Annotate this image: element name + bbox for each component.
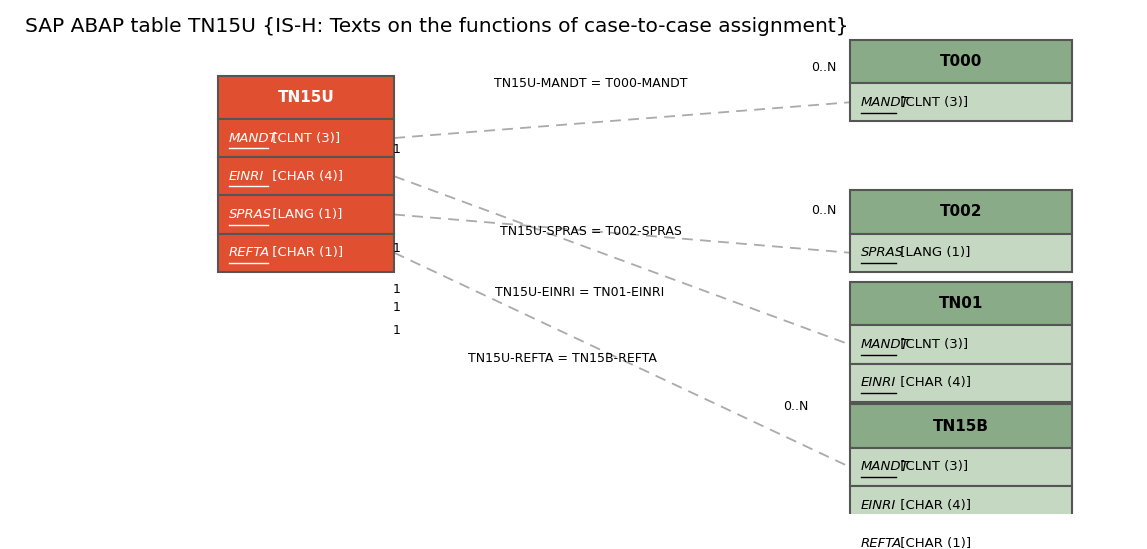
Text: [CHAR (4)]: [CHAR (4)] <box>896 376 972 389</box>
Text: [CHAR (4)]: [CHAR (4)] <box>896 498 972 512</box>
Bar <box>850 83 1071 121</box>
Text: MANDT: MANDT <box>229 132 278 144</box>
Text: [LANG (1)]: [LANG (1)] <box>896 246 970 259</box>
Bar <box>218 234 395 272</box>
Bar <box>850 363 1071 402</box>
Bar <box>218 119 395 157</box>
Text: EINRI: EINRI <box>861 376 896 389</box>
Text: [CLNT (3)]: [CLNT (3)] <box>896 461 968 473</box>
Text: 1: 1 <box>393 243 401 255</box>
Text: [CHAR (1)]: [CHAR (1)] <box>896 537 972 549</box>
Bar <box>850 448 1071 486</box>
Text: TN01: TN01 <box>938 296 983 311</box>
Text: TN15U-MANDT = T000-MANDT: TN15U-MANDT = T000-MANDT <box>494 77 687 89</box>
Text: TN15B: TN15B <box>933 418 989 434</box>
Text: TN15U-SPRAS = T002-SPRAS: TN15U-SPRAS = T002-SPRAS <box>500 225 681 238</box>
Bar <box>850 486 1071 524</box>
Text: SPRAS: SPRAS <box>229 208 272 221</box>
Bar <box>850 326 1071 363</box>
Text: MANDT: MANDT <box>861 338 910 351</box>
Bar <box>850 191 1071 234</box>
Text: [CLNT (3)]: [CLNT (3)] <box>896 338 968 351</box>
Text: T000: T000 <box>939 54 982 69</box>
Text: SAP ABAP table TN15U {IS-H: Texts on the functions of case-to-case assignment}: SAP ABAP table TN15U {IS-H: Texts on the… <box>25 17 848 36</box>
Text: [CHAR (4)]: [CHAR (4)] <box>267 170 343 183</box>
Text: 1: 1 <box>393 283 401 296</box>
Text: EINRI: EINRI <box>861 498 896 512</box>
Text: SPRAS: SPRAS <box>861 246 904 259</box>
Text: MANDT: MANDT <box>861 461 910 473</box>
Text: T002: T002 <box>939 204 982 220</box>
Text: TN15U: TN15U <box>278 89 334 105</box>
Text: [CHAR (1)]: [CHAR (1)] <box>267 246 343 259</box>
Text: TN15U-REFTA = TN15B-REFTA: TN15U-REFTA = TN15B-REFTA <box>468 352 656 365</box>
Bar <box>850 282 1071 326</box>
Bar <box>218 157 395 195</box>
Text: [CLNT (3)]: [CLNT (3)] <box>267 132 340 144</box>
Text: [LANG (1)]: [LANG (1)] <box>267 208 342 221</box>
Text: 0..N: 0..N <box>811 61 836 75</box>
Text: EINRI: EINRI <box>229 170 264 183</box>
Bar <box>850 234 1071 272</box>
Text: 1: 1 <box>393 301 401 314</box>
Text: REFTA: REFTA <box>229 246 271 259</box>
Text: MANDT: MANDT <box>861 96 910 109</box>
Bar <box>218 76 395 119</box>
Bar <box>850 405 1071 448</box>
Bar <box>850 40 1071 83</box>
Bar <box>850 524 1071 549</box>
Text: REFTA: REFTA <box>861 537 903 549</box>
Text: [CLNT (3)]: [CLNT (3)] <box>896 96 968 109</box>
Text: 0..N: 0..N <box>811 204 836 217</box>
Text: 1: 1 <box>393 324 401 337</box>
Bar <box>218 195 395 234</box>
Text: 1: 1 <box>393 143 401 156</box>
Text: TN15U-EINRI = TN01-EINRI: TN15U-EINRI = TN01-EINRI <box>494 285 664 299</box>
Text: 0..N: 0..N <box>783 400 809 413</box>
